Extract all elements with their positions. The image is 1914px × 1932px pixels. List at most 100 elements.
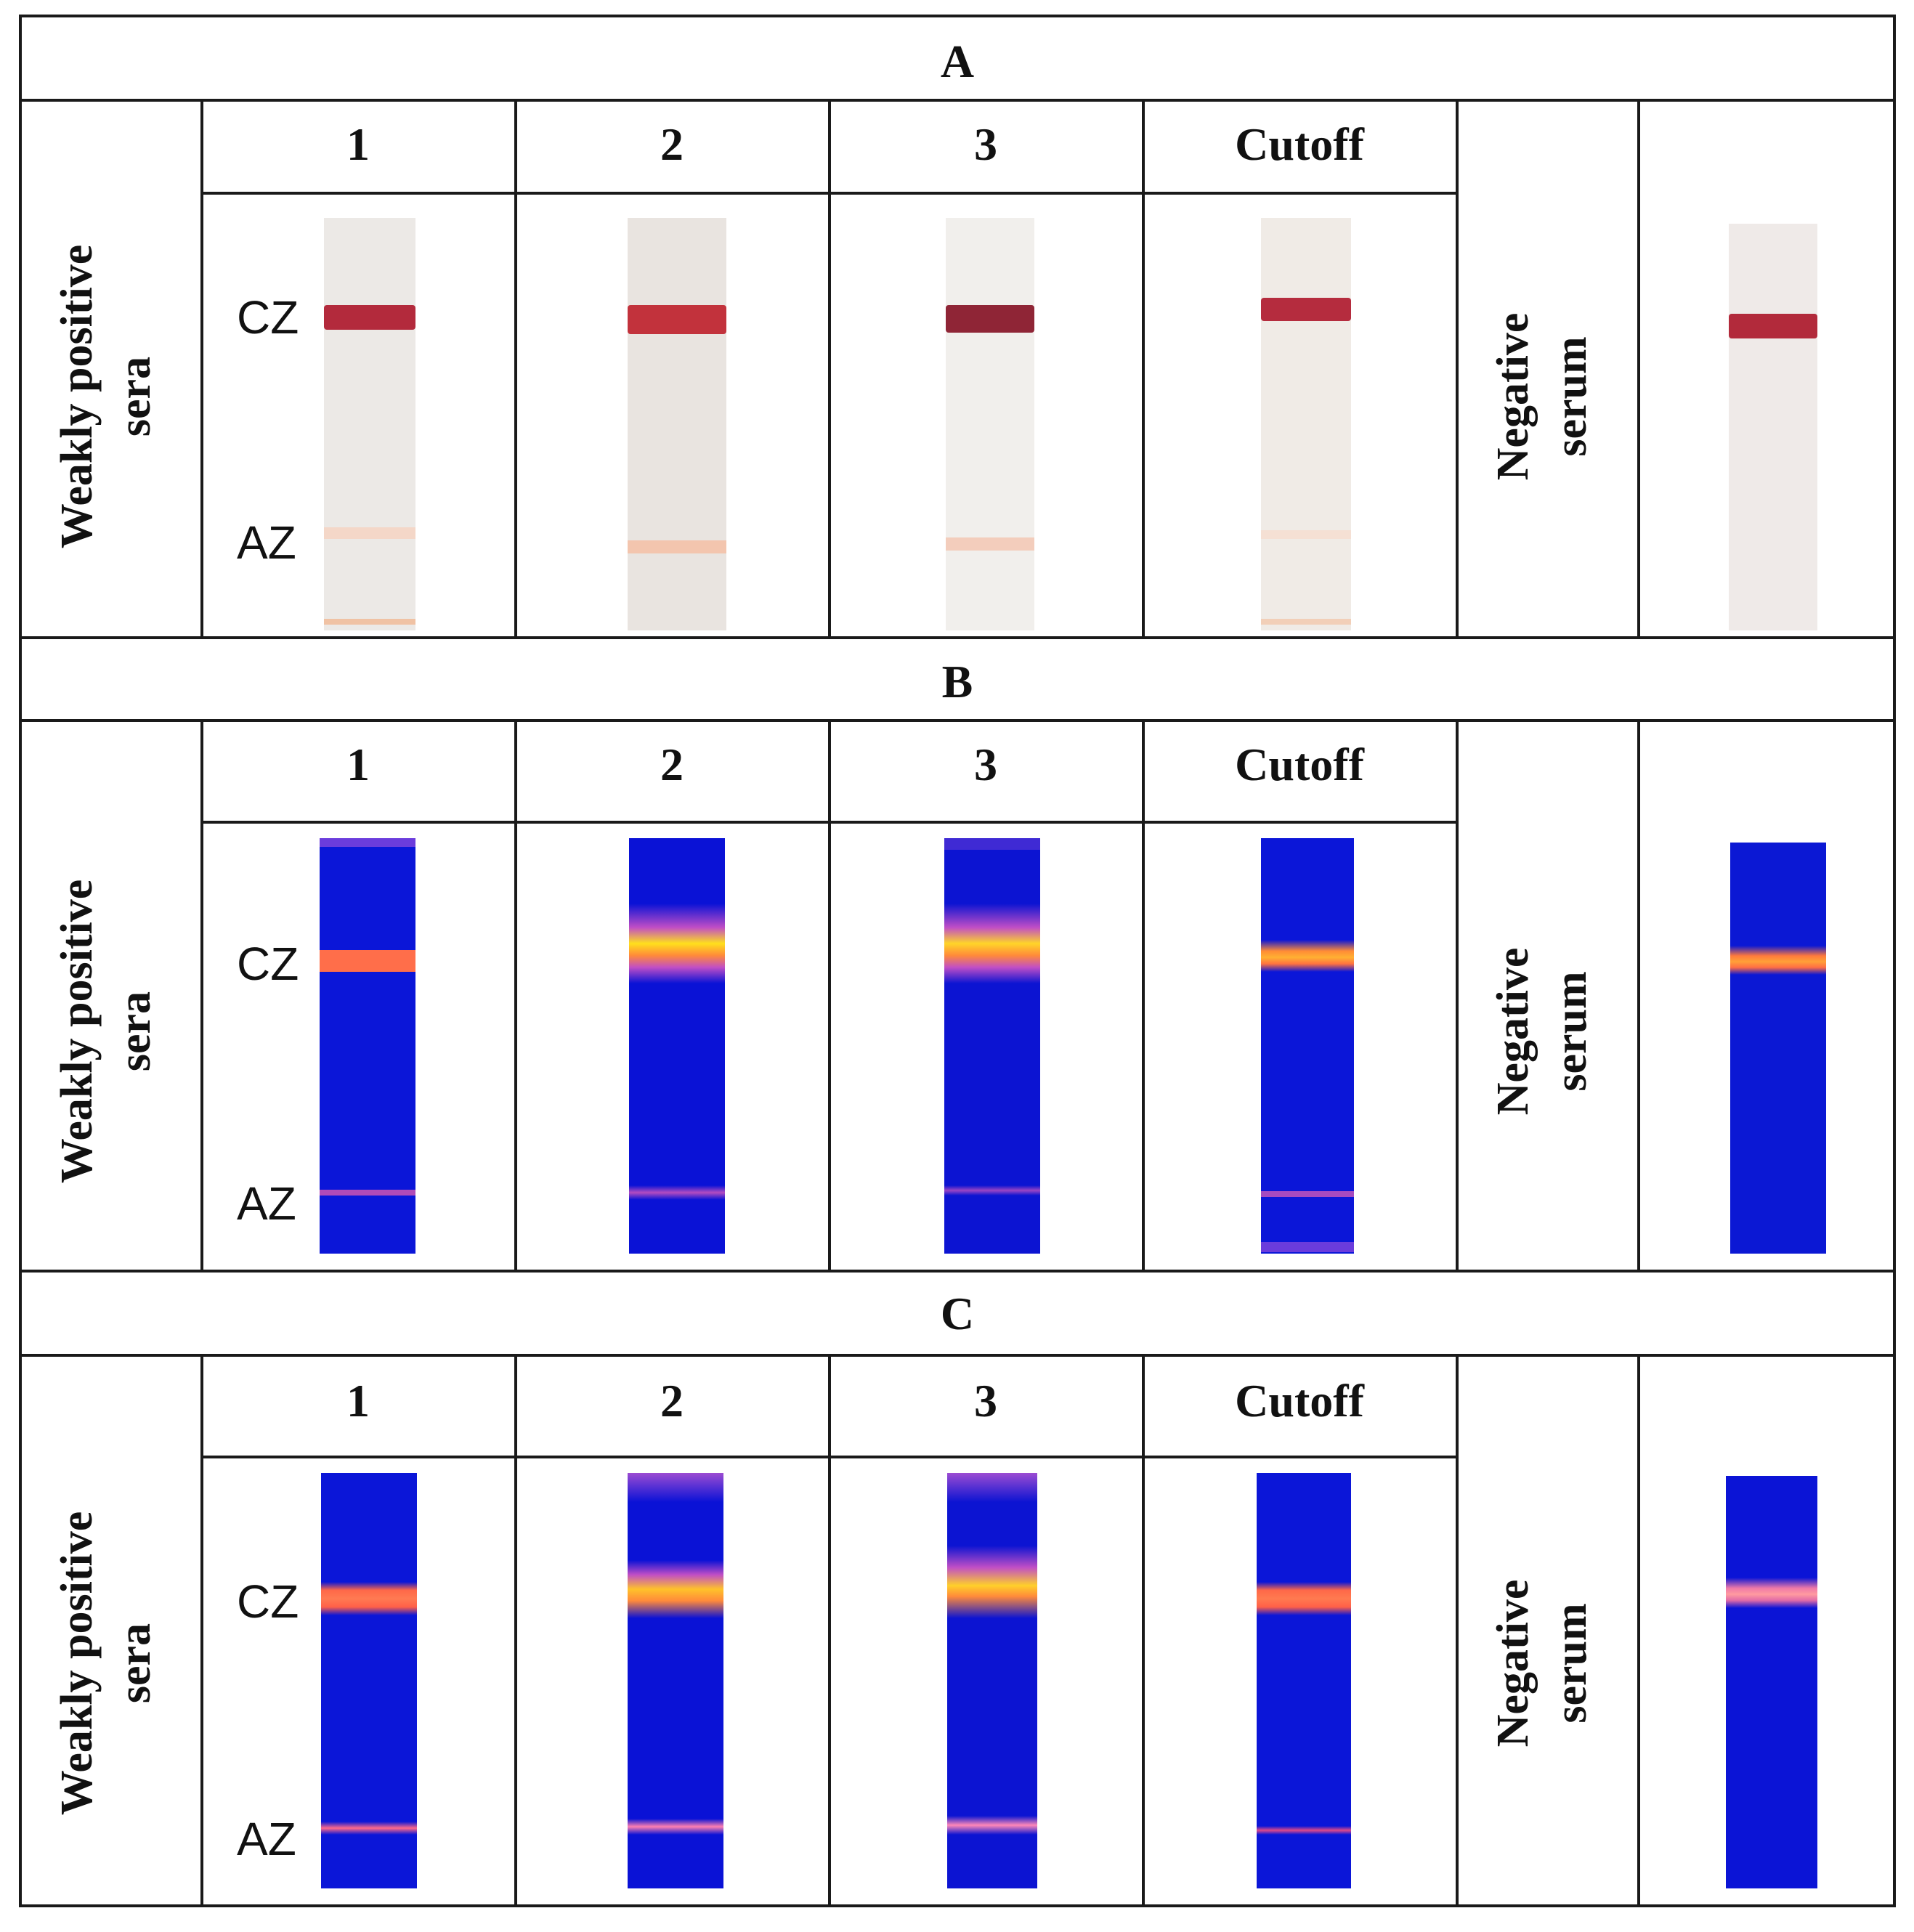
column-header-3: 3 <box>974 739 997 790</box>
divider <box>828 99 831 639</box>
divider <box>1456 99 1459 639</box>
analyte-zone-band <box>629 1185 725 1200</box>
control-zone-band <box>1729 314 1817 338</box>
divider <box>200 1354 203 1907</box>
divider <box>1637 99 1640 639</box>
analyte-zone-band <box>1261 530 1351 539</box>
divider <box>1142 99 1145 639</box>
negative-serum-label: Negative serum <box>1488 312 1596 481</box>
control-zone-band <box>1261 940 1354 972</box>
analyte-zone-band <box>628 540 726 553</box>
table-border-left <box>19 15 22 1907</box>
strip-edge <box>947 1473 1037 1502</box>
strip-c-1 <box>321 1473 417 1888</box>
strip-edge <box>628 1473 723 1502</box>
negative-serum-label: Negative serum <box>1488 1579 1596 1748</box>
divider <box>200 719 203 1273</box>
strip-b-negative <box>1730 843 1826 1254</box>
divider <box>19 719 1896 722</box>
column-header-cutoff: Cutoff <box>1235 739 1364 790</box>
control-zone-band <box>629 904 725 983</box>
divider <box>1637 719 1640 1273</box>
table-border-bottom <box>19 1904 1896 1907</box>
az-label: AZ <box>237 516 296 569</box>
control-zone-band <box>944 904 1040 983</box>
control-zone-band <box>324 305 415 330</box>
divider <box>1637 1354 1640 1907</box>
divider <box>200 99 203 639</box>
analyte-zone-band <box>946 537 1034 551</box>
strip-c-negative <box>1726 1476 1817 1888</box>
divider <box>19 636 1896 639</box>
divider <box>1142 1354 1145 1907</box>
strip-edge <box>1261 1242 1354 1252</box>
control-zone-band <box>628 1560 723 1618</box>
control-zone-band <box>321 1582 417 1615</box>
divider <box>19 1270 1896 1273</box>
control-zone-band <box>1257 1582 1351 1615</box>
strip-b-2 <box>629 838 725 1254</box>
column-header-2: 2 <box>660 739 684 790</box>
strip-b-3 <box>944 838 1040 1254</box>
analyte-zone-band <box>321 1822 417 1835</box>
analyte-zone-band <box>324 527 415 539</box>
column-header-1: 1 <box>346 118 370 170</box>
analyte-zone-band <box>628 1819 723 1835</box>
control-zone-band <box>320 950 415 972</box>
analyte-zone-band <box>1261 1191 1354 1197</box>
strip-edge <box>944 838 1040 850</box>
analyte-zone-band <box>944 1185 1040 1196</box>
cz-label: CZ <box>237 291 299 344</box>
strip-a-negative <box>1729 224 1817 630</box>
table-border-top <box>19 15 1896 17</box>
divider <box>828 1354 831 1907</box>
strip-b-1 <box>320 838 415 1254</box>
panel-title: C <box>940 1288 975 1339</box>
strip-edge <box>320 838 415 847</box>
az-label: AZ <box>237 1813 296 1865</box>
control-zone-band <box>947 1546 1037 1618</box>
strip-a-2 <box>628 218 726 630</box>
divider <box>514 99 517 639</box>
column-header-1: 1 <box>346 739 370 790</box>
analyte-zone-band <box>1257 1826 1351 1835</box>
cz-label: CZ <box>237 938 299 990</box>
strip-a-3 <box>946 218 1034 630</box>
strip-c-3 <box>947 1473 1037 1888</box>
divider <box>1142 719 1145 1273</box>
table-border-right <box>1893 15 1896 1907</box>
divider <box>19 99 1896 102</box>
divider <box>1456 1354 1459 1907</box>
column-header-1: 1 <box>346 1375 370 1426</box>
row-label: Weakly positive sera <box>52 244 160 549</box>
panel-title: B <box>941 656 973 707</box>
analyte-zone-band <box>947 1816 1037 1835</box>
figure: A 1 2 3 Cutoff Weakly positive sera Nega… <box>19 15 1896 1907</box>
control-zone-band <box>946 305 1034 333</box>
divider <box>514 1354 517 1907</box>
divider <box>514 719 517 1273</box>
divider <box>19 1354 1896 1357</box>
divider <box>828 719 831 1273</box>
az-label: AZ <box>237 1177 296 1230</box>
column-header-2: 2 <box>660 118 684 170</box>
strip-edge <box>1261 619 1351 625</box>
strip-a-cutoff <box>1261 218 1351 630</box>
strip-b-cutoff <box>1261 838 1354 1254</box>
column-header-cutoff: Cutoff <box>1235 1375 1364 1426</box>
row-label: Weakly positive sera <box>52 879 160 1184</box>
divider <box>1456 719 1459 1273</box>
strip-edge <box>324 619 415 625</box>
cz-label: CZ <box>237 1575 299 1628</box>
column-header-2: 2 <box>660 1375 684 1426</box>
panel-title: A <box>940 36 975 87</box>
column-header-cutoff: Cutoff <box>1235 118 1364 170</box>
analyte-zone-band <box>320 1190 415 1196</box>
strip-c-cutoff <box>1257 1473 1351 1888</box>
control-zone-band <box>1726 1578 1817 1608</box>
column-header-3: 3 <box>974 118 997 170</box>
row-label: Weakly positive sera <box>52 1511 160 1816</box>
strip-c-2 <box>628 1473 723 1888</box>
control-zone-band <box>628 305 726 334</box>
control-zone-band <box>1261 298 1351 321</box>
